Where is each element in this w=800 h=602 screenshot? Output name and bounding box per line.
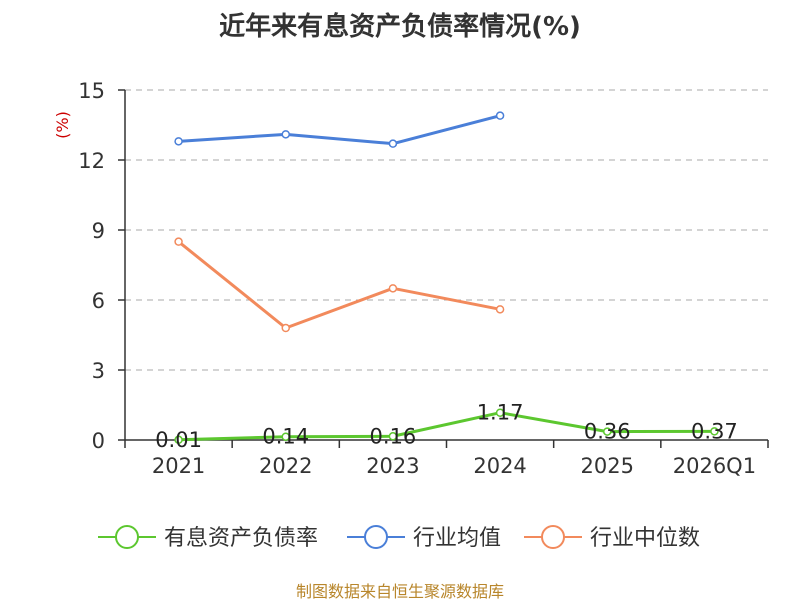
data-point <box>603 427 612 436</box>
data-point <box>174 435 183 445</box>
grid-lines <box>125 89 768 371</box>
data-point <box>174 137 183 146</box>
series-lines <box>174 111 719 445</box>
x-tick-label: 2021 <box>152 454 205 478</box>
y-tick-label: 3 <box>92 359 105 383</box>
x-tick-label: 2022 <box>259 454 312 478</box>
x-tick-label: 2026Q1 <box>673 454 756 478</box>
data-point <box>388 139 398 148</box>
legend-marker <box>541 525 565 549</box>
data-point <box>495 111 505 120</box>
legend-marker <box>364 525 388 549</box>
series-line <box>178 114 501 146</box>
y-tick-label: 15 <box>78 79 105 103</box>
data-label: 1.17 <box>477 401 524 425</box>
chart-title: 近年来有息资产负债率情况(%) <box>219 12 581 42</box>
data-point <box>495 408 505 417</box>
data-label: 0.14 <box>262 425 309 449</box>
data-point <box>710 427 719 436</box>
data-label: 0.01 <box>155 428 202 452</box>
legend-label: 行业均值 <box>413 526 501 551</box>
y-tick-label: 0 <box>92 429 105 453</box>
series-line <box>177 240 501 330</box>
data-point <box>174 237 183 246</box>
axes: 0 3 6 9 12 15 (%) 2021 2022 2023 2024 2025 2026Q1 <box>53 79 769 478</box>
data-label: 0.37 <box>691 419 738 443</box>
data-point <box>281 130 290 139</box>
data-label: 0.36 <box>584 420 631 444</box>
x-tick-label: 2024 <box>473 454 526 478</box>
legend-marker <box>115 525 139 549</box>
data-labels: 0.01 0.14 0.16 1.17 0.36 0.37 <box>155 401 738 452</box>
legend-label: 行业中位数 <box>590 526 700 551</box>
data-point <box>281 323 290 333</box>
data-point <box>281 432 290 441</box>
series-line <box>178 411 715 442</box>
x-tick-label: 2025 <box>581 454 634 478</box>
y-tick-label: 9 <box>92 219 105 243</box>
y-axis-label: (%) <box>53 111 72 139</box>
data-label: 0.16 <box>370 424 417 448</box>
x-tick-label: 2023 <box>366 454 419 478</box>
y-tick-label: 6 <box>92 289 105 313</box>
legend-label: 有息资产负债率 <box>164 526 318 551</box>
source-note: 制图数据来自恒生聚源数据库 <box>295 582 504 601</box>
y-tick-label: 12 <box>78 149 105 173</box>
legend: 有息资产负债率 行业均值 行业中位数 <box>98 525 700 551</box>
data-point <box>495 305 505 314</box>
data-point <box>388 432 398 441</box>
data-point <box>388 284 398 293</box>
